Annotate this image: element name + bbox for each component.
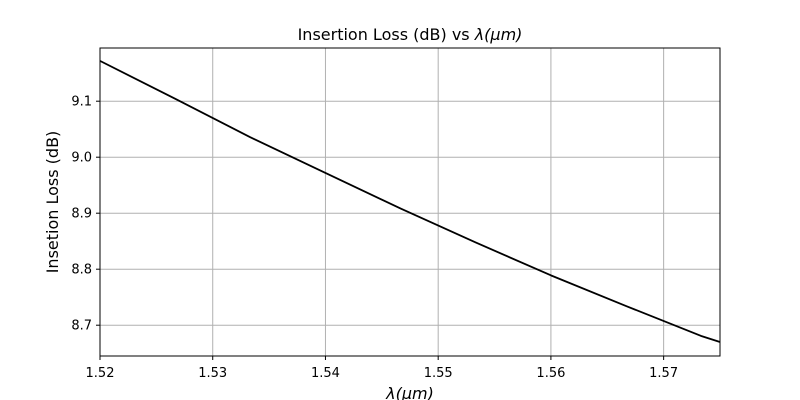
y-tick-label: 9.0 [71, 151, 92, 166]
x-tick-label: 1.55 [424, 366, 453, 381]
x-tick-label: 1.52 [86, 366, 115, 381]
x-tick-label: 1.57 [649, 366, 678, 381]
x-tick-label: 1.53 [198, 366, 227, 381]
series-line [99, 60, 721, 343]
y-axis-label: Insetion Loss (dB) [43, 131, 62, 274]
axis-ticks: 1.52 1.53 1.54 1.55 1.56 1.57 8.7 8.8 8.9 9.0 9.1 [71, 95, 678, 381]
y-tick-label: 8.9 [71, 207, 92, 222]
chart-title-prefix: Insertion Loss (dB) vs [298, 25, 475, 44]
plot-frame [99, 47, 721, 357]
y-tick-label: 8.8 [71, 263, 92, 278]
data-series [99, 60, 721, 343]
y-tick-label: 8.7 [71, 319, 92, 334]
y-tick-label: 9.1 [71, 95, 92, 110]
chart-title: Insertion Loss (dB) vs λ(μm) [298, 25, 523, 44]
grid-lines [99, 48, 720, 356]
chart-title-symbol: λ(μm) [474, 25, 523, 44]
x-axis-label: λ(μm) [385, 384, 434, 400]
x-tick-label: 1.56 [536, 366, 565, 381]
x-tick-label: 1.54 [311, 366, 340, 381]
